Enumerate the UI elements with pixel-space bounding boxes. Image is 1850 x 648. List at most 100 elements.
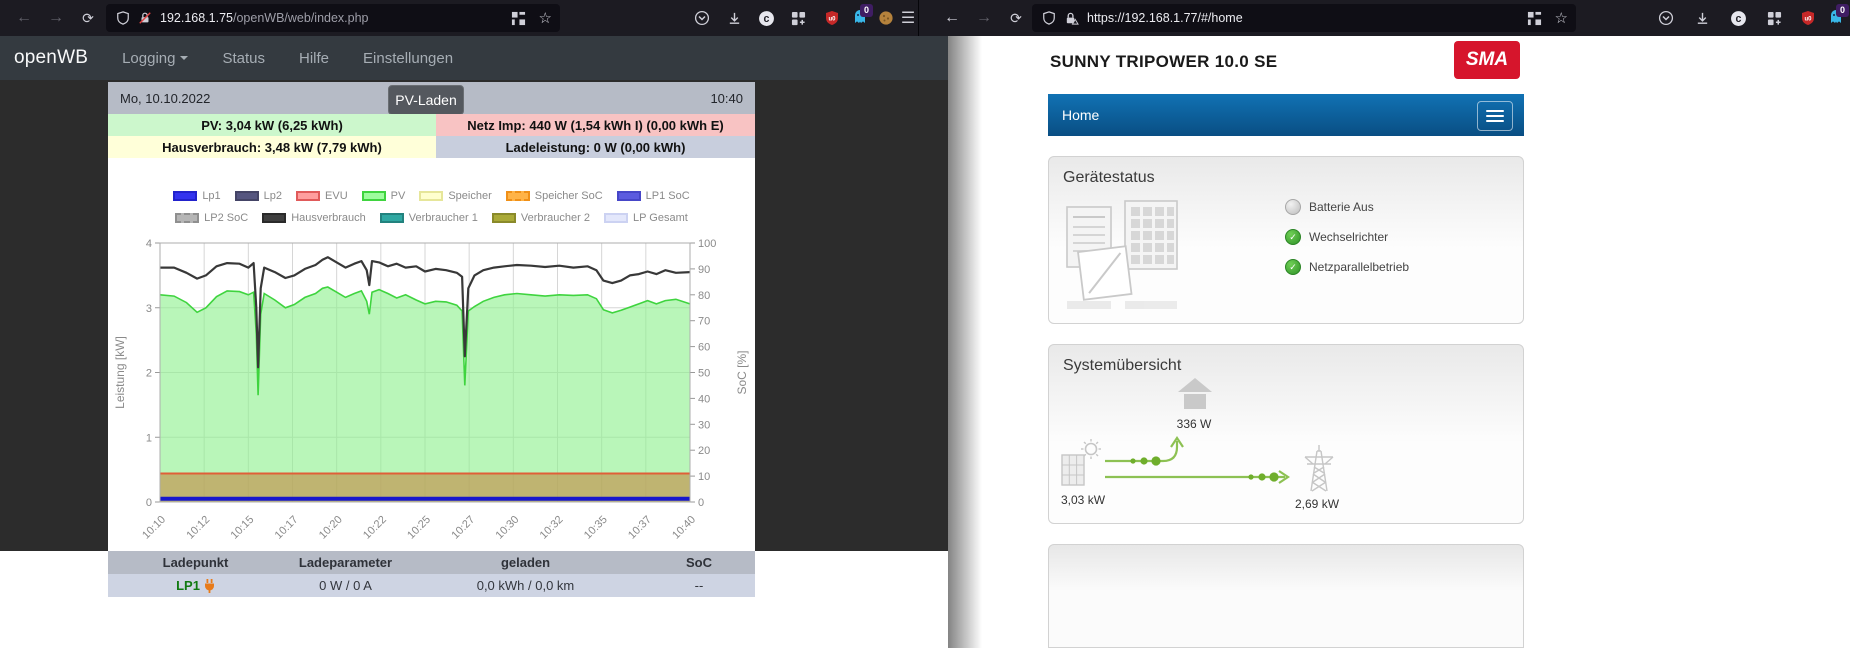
chargepoint-table-header: Ladepunkt Ladeparameter geladen SoC (108, 551, 755, 574)
browser-toolbar-left: ← → ⟳ 192.168.1.75/openWB/web/index.php … (0, 0, 919, 36)
status-off-icon (1285, 199, 1301, 215)
legend-label: Hausverbrauch (291, 212, 366, 224)
clearurls-icon[interactable]: c (752, 4, 780, 32)
legend-label: LP Gesamt (633, 212, 688, 224)
cell-geladen: 0,0 kWh / 0,0 km (408, 574, 643, 597)
x-tick-label: 10:10 (140, 514, 168, 542)
y-tick-label-right: 60 (698, 342, 710, 354)
url-bar[interactable]: https://192.168.1.77/#/home ☆ (1032, 4, 1576, 32)
nav-item-home[interactable]: Home (1062, 107, 1099, 123)
nav-item-status[interactable]: Status (222, 50, 265, 67)
legend-item-lp-gesamt[interactable]: LP Gesamt (604, 212, 688, 224)
sma-logo: SMA (1454, 41, 1520, 79)
forward-icon[interactable]: → (970, 4, 998, 32)
legend-item-speicher[interactable]: Speicher (419, 190, 491, 202)
shield-icon (1042, 11, 1056, 25)
legend-item-verbraucher-2[interactable]: Verbraucher 2 (492, 212, 590, 224)
ghostery-icon[interactable]: 0 (846, 4, 874, 32)
device-status-card: Gerätestatus (1048, 156, 1524, 324)
download-icon[interactable] (720, 4, 748, 32)
openwb-brand[interactable]: openWB (14, 47, 88, 69)
nav-item-logging[interactable]: Logging (122, 50, 188, 67)
status-item-netzparallelbetrieb: ✓Netzparallelbetrieb (1285, 259, 1409, 275)
url-text[interactable]: https://192.168.1.77/#/home (1087, 11, 1243, 25)
y-axis-title-left: Leistung [kW] (113, 336, 127, 409)
legend-label: Speicher (448, 190, 491, 202)
legend-label: EVU (325, 190, 348, 202)
legend-swatch (362, 191, 386, 201)
status-ok-icon: ✓ (1285, 229, 1301, 245)
plug-icon (204, 579, 215, 593)
y-tick-label-left: 2 (146, 368, 152, 380)
status-label: Batterie Aus (1309, 200, 1374, 214)
legend-item-evu[interactable]: EVU (296, 190, 348, 202)
info-ladeleistung: Ladeleistung: 0 W (0,00 kWh) (436, 136, 755, 158)
y-tick-label-right: 80 (698, 290, 710, 302)
card-title: Gerätestatus (1063, 169, 1155, 187)
lock-warning-icon (1064, 11, 1079, 26)
reload-icon[interactable]: ⟳ (74, 4, 102, 32)
clearurls-icon[interactable]: c (1724, 4, 1752, 32)
firefox-view-icon[interactable] (1527, 11, 1542, 26)
legend-swatch (419, 191, 443, 201)
url-host[interactable]: 192.168.1.75 (160, 11, 233, 25)
system-overview-card: Systemübersicht 336 W (1048, 344, 1524, 524)
nav-item-hilfe[interactable]: Hilfe (299, 50, 329, 67)
ghostery-badge: 0 (1836, 4, 1849, 17)
grid-pylon-icon (1299, 443, 1339, 493)
extensions-icon[interactable] (1760, 4, 1788, 32)
firefox-view-icon[interactable] (511, 11, 526, 26)
y-tick-label-left: 3 (146, 303, 152, 315)
col-ladepunkt: Ladepunkt (108, 551, 283, 574)
y-tick-label-right: 20 (698, 445, 710, 457)
legend-item-lp1-soc[interactable]: LP1 SoC (617, 190, 690, 202)
legend-item-pv[interactable]: PV (362, 190, 406, 202)
ghostery-icon[interactable]: 0 (1822, 4, 1850, 32)
bookmark-star-icon[interactable]: ☆ (1555, 9, 1568, 27)
bookmark-star-icon[interactable]: ☆ (539, 9, 552, 27)
nav-item-einstellungen[interactable]: Einstellungen (363, 50, 453, 67)
legend-item-speicher-soc[interactable]: Speicher SoC (506, 190, 603, 202)
legend-swatch (617, 191, 641, 201)
screen: ← → ⟳ 192.168.1.75/openWB/web/index.php … (0, 0, 1850, 648)
legend-item-lp2[interactable]: Lp2 (235, 190, 282, 202)
pocket-icon[interactable] (688, 4, 716, 32)
nav-toggle-button[interactable] (1477, 101, 1513, 131)
browser-toolbar-right: ← → ⟳ https://192.168.1.77/#/home ☆ c u0… (919, 0, 1850, 36)
col-geladen: geladen (408, 551, 643, 574)
legend-item-lp2-soc[interactable]: LP2 SoC (175, 212, 248, 224)
ublock-icon[interactable]: u0 (818, 4, 846, 32)
menu-hamburger-icon[interactable]: ☰ (894, 4, 922, 32)
legend-label: LP2 SoC (204, 212, 248, 224)
y-tick-label-right: 70 (698, 316, 710, 328)
x-tick-label: 10:32 (538, 514, 566, 542)
extensions-icon[interactable] (784, 4, 812, 32)
svg-text:c: c (1735, 13, 1741, 25)
forward-icon[interactable]: → (42, 4, 70, 32)
legend-swatch (235, 191, 259, 201)
x-tick-label: 10:22 (361, 514, 389, 542)
back-icon[interactable]: ← (938, 4, 966, 32)
url-path[interactable]: /openWB/web/index.php (233, 11, 369, 25)
sma-page: SUNNY TRIPOWER 10.0 SE SMA Home Gerätest… (948, 36, 1850, 648)
legend-item-verbraucher-1[interactable]: Verbraucher 1 (380, 212, 478, 224)
cell-ladepunkt: LP1 (108, 574, 283, 597)
legend-swatch (492, 213, 516, 223)
legend-label: Verbraucher 2 (521, 212, 590, 224)
legend-swatch (262, 213, 286, 223)
legend-swatch (604, 213, 628, 223)
status-item-batterie-aus: Batterie Aus (1285, 199, 1409, 215)
legend-label: Lp1 (202, 190, 220, 202)
legend-item-lp1[interactable]: Lp1 (173, 190, 220, 202)
download-icon[interactable] (1688, 4, 1716, 32)
y-tick-label-left: 4 (146, 238, 152, 250)
pocket-icon[interactable] (1652, 4, 1680, 32)
sma-navbar: Home (1048, 94, 1524, 136)
y-tick-label-right: 100 (698, 238, 716, 250)
ublock-icon[interactable]: u0 (1794, 4, 1822, 32)
reload-icon[interactable]: ⟳ (1002, 4, 1030, 32)
url-bar[interactable]: 192.168.1.75/openWB/web/index.php ☆ (106, 4, 560, 32)
back-icon[interactable]: ← (10, 4, 38, 32)
legend-item-hausverbrauch[interactable]: Hausverbrauch (262, 212, 366, 224)
chargemode-tooltip[interactable]: PV-Laden (388, 85, 464, 115)
